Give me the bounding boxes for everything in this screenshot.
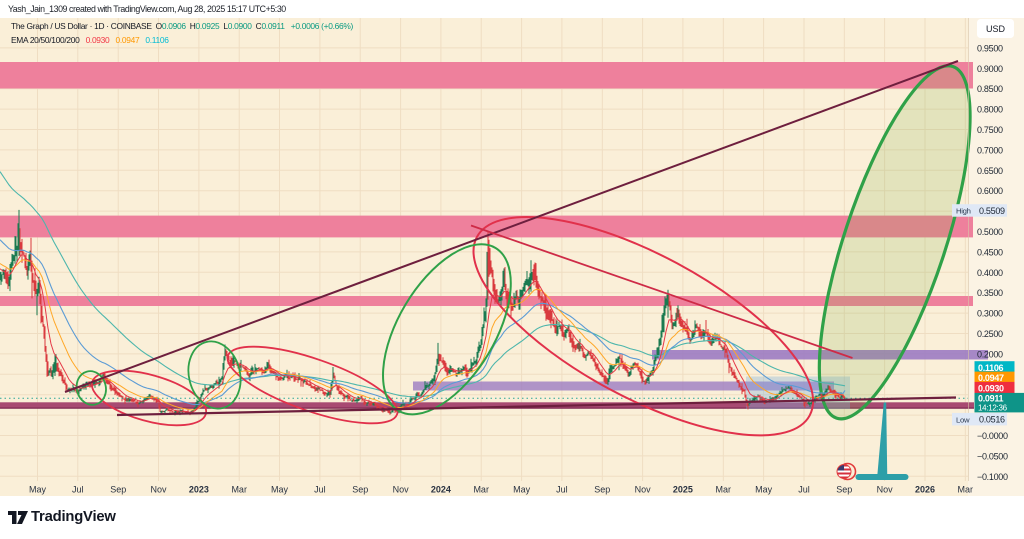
svg-text:Jul: Jul [798, 485, 810, 495]
svg-text:0.7500: 0.7500 [977, 125, 1003, 135]
svg-text:0.6500: 0.6500 [977, 166, 1003, 176]
svg-text:0.4500: 0.4500 [977, 247, 1003, 257]
svg-text:0.7000: 0.7000 [977, 145, 1003, 155]
svg-text:Mar: Mar [958, 485, 974, 495]
svg-text:May: May [513, 485, 531, 495]
svg-text:Sep: Sep [836, 485, 852, 495]
svg-text:0.6000: 0.6000 [977, 186, 1003, 196]
svg-text:Jul: Jul [556, 485, 568, 495]
svg-text:0.2000: 0.2000 [977, 349, 1003, 359]
svg-text:USD: USD [986, 24, 1006, 34]
svg-text:2024: 2024 [431, 485, 451, 495]
svg-text:Sep: Sep [110, 485, 126, 495]
svg-text:Sep: Sep [352, 485, 368, 495]
svg-text:Jul: Jul [314, 485, 326, 495]
svg-text:0.8500: 0.8500 [977, 84, 1003, 94]
svg-text:Jul: Jul [72, 485, 84, 495]
svg-text:High: High [956, 207, 971, 216]
svg-text:0.4000: 0.4000 [977, 268, 1003, 278]
svg-text:Mar: Mar [716, 485, 732, 495]
svg-text:0.5509: 0.5509 [979, 206, 1005, 216]
svg-text:Nov: Nov [877, 485, 894, 495]
svg-text:May: May [29, 485, 47, 495]
svg-text:Low: Low [956, 415, 970, 424]
svg-text:0.2500: 0.2500 [977, 329, 1003, 339]
svg-text:14:12:36: 14:12:36 [978, 404, 1008, 413]
svg-text:0.3500: 0.3500 [977, 288, 1003, 298]
svg-text:−0.0000: −0.0000 [977, 431, 1008, 441]
svg-text:0.1106: 0.1106 [978, 363, 1004, 373]
svg-text:Mar: Mar [473, 485, 489, 495]
svg-text:2025: 2025 [673, 485, 693, 495]
svg-text:0.0516: 0.0516 [979, 415, 1005, 425]
svg-text:May: May [755, 485, 773, 495]
svg-text:−0.0500: −0.0500 [977, 451, 1008, 461]
svg-text:−0.1000: −0.1000 [977, 472, 1008, 482]
svg-text:0.0947: 0.0947 [978, 373, 1004, 383]
svg-text:0.9500: 0.9500 [977, 43, 1003, 53]
svg-text:Nov: Nov [150, 485, 167, 495]
svg-text:0.3000: 0.3000 [977, 309, 1003, 319]
svg-text:2023: 2023 [189, 485, 209, 495]
svg-text:Nov: Nov [635, 485, 652, 495]
svg-text:May: May [271, 485, 289, 495]
svg-text:0.0911: 0.0911 [978, 394, 1004, 404]
svg-text:0.0930: 0.0930 [978, 384, 1004, 394]
svg-text:Sep: Sep [594, 485, 610, 495]
svg-text:Nov: Nov [393, 485, 410, 495]
svg-text:0.8000: 0.8000 [977, 105, 1003, 115]
svg-text:0.9000: 0.9000 [977, 64, 1003, 74]
svg-text:0.5000: 0.5000 [977, 227, 1003, 237]
svg-text:2026: 2026 [915, 485, 935, 495]
svg-text:Mar: Mar [231, 485, 247, 495]
